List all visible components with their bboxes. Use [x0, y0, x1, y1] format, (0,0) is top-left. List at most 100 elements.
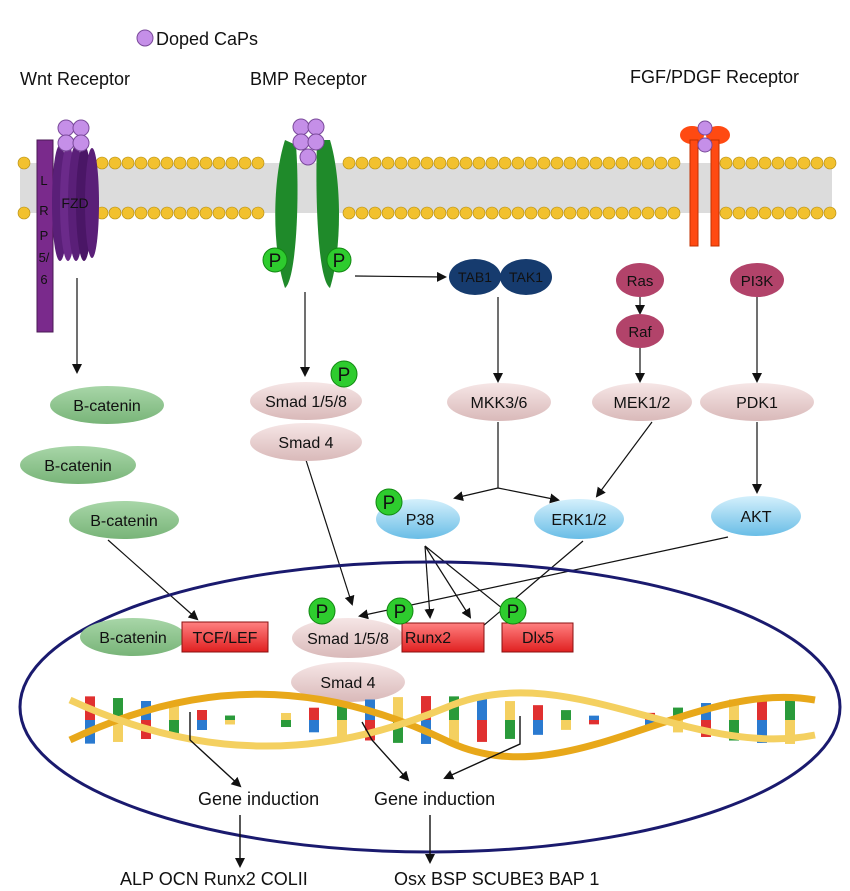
lipid-head: [719, 206, 733, 220]
lipid-head: [771, 156, 785, 170]
lipid-head: [121, 156, 135, 170]
dna-base: [785, 720, 795, 744]
dna-base: [561, 720, 571, 730]
dna-base: [421, 696, 431, 720]
phospho-bmp-right: [326, 247, 352, 273]
gene-induction-right: Gene induction: [374, 789, 495, 809]
pi3k-label: PI3K: [741, 273, 774, 290]
lipid-head: [732, 206, 746, 220]
lrp-receptor: [36, 139, 54, 333]
dna-base: [505, 720, 515, 739]
lipid-head: [823, 206, 837, 220]
dna-base: [673, 707, 683, 720]
lipid-head: [485, 156, 499, 170]
wnt-receptor: L R P 5/ 6 FZD: [36, 119, 99, 333]
lipid-head: [550, 156, 564, 170]
phospho-bmp-left-label: P: [269, 251, 282, 272]
bcatenin-node-1: [50, 386, 164, 424]
bcatenin-label-2: B-catenin: [44, 458, 112, 475]
dna-base: [449, 720, 459, 744]
dna-base: [449, 696, 459, 720]
lipid-head: [602, 156, 616, 170]
lipid-head: [342, 156, 356, 170]
dna-base: [757, 697, 767, 720]
phospho-dlx5: [499, 597, 527, 625]
runx2-box: [401, 622, 485, 653]
lipid-head: [511, 206, 525, 220]
nucleus-smad158-label: Smad 1/5/8: [307, 631, 389, 648]
phospho-smad: [330, 360, 358, 388]
dna-base: [225, 720, 235, 725]
lipid-head: [810, 156, 824, 170]
lipid-head: [732, 156, 746, 170]
lipid-head: [446, 206, 460, 220]
lipid-head: [238, 156, 252, 170]
phospho-nuc-smad: [308, 597, 336, 625]
phospho-bmp-right-label: P: [333, 251, 346, 272]
raf-label: Raf: [628, 324, 652, 341]
p38-label: P38: [406, 512, 435, 529]
arrow-bcatenin-tcf: [107, 539, 199, 621]
lipid-head: [563, 206, 577, 220]
lipid-head: [446, 156, 460, 170]
lipid-head: [433, 206, 447, 220]
lipid-head: [394, 206, 408, 220]
nucleus-bcatenin-label: B-catenin: [99, 630, 167, 647]
dna-base: [309, 707, 319, 720]
lipid-head: [17, 206, 31, 220]
lipid-head: [186, 206, 200, 220]
lipid-head: [199, 206, 213, 220]
lrp-char-2: R: [39, 203, 48, 218]
lipid-head: [797, 156, 811, 170]
arrow-dna-gene-left: [189, 712, 242, 788]
mek12-node: [592, 383, 692, 421]
lipid-head: [498, 206, 512, 220]
lipid-head: [537, 206, 551, 220]
target-genes-left: ALP OCN Runx2 COLII: [120, 869, 308, 889]
lipid-head: [134, 156, 148, 170]
gene-induction-arrows: [189, 712, 521, 868]
nucleus-smad158-node: [292, 618, 404, 658]
lipid-head: [160, 156, 174, 170]
phospho-runx2: [386, 597, 414, 625]
phospho-nuc-smad-label: P: [316, 602, 329, 623]
dna-base: [729, 699, 739, 720]
arrow-p38-runx2-1: [424, 545, 435, 619]
dna-base: [533, 705, 543, 720]
lipid-head: [758, 156, 772, 170]
lipid-head: [524, 206, 538, 220]
phospho-bmp-left: [262, 247, 288, 273]
nucleus-smad4-label: Smad 4: [320, 675, 375, 692]
arrow-bmp-tab: [354, 271, 447, 282]
akt-label: AKT: [740, 509, 771, 526]
tcflef-label: TCF/LEF: [193, 630, 258, 647]
lipid-head: [602, 206, 616, 220]
akt-node: [711, 496, 801, 536]
lrp-char-3: P: [40, 228, 49, 243]
arrow-mek-erk: [595, 421, 653, 498]
bcatenin-label-1: B-catenin: [73, 398, 141, 415]
lipid-head: [420, 206, 434, 220]
dna-base: [505, 701, 515, 720]
lipid-head: [173, 206, 187, 220]
target-genes-right: Osx BSP SCUBE3 BAP 1: [394, 869, 599, 889]
lipid-head: [407, 206, 421, 220]
lipid-head: [173, 156, 187, 170]
lipid-head: [641, 206, 655, 220]
phospho-p38-label: P: [383, 493, 396, 514]
lipid-head: [472, 156, 486, 170]
lipid-head: [407, 156, 421, 170]
lipid-head: [381, 206, 395, 220]
lipid-head: [589, 206, 603, 220]
lipid-head: [524, 156, 538, 170]
lipid-head: [771, 206, 785, 220]
lipid-head: [459, 206, 473, 220]
lrp-char-1: L: [40, 173, 47, 188]
lipid-head: [758, 206, 772, 220]
dna-base: [393, 720, 403, 743]
lipid-head: [667, 206, 681, 220]
lipid-head: [550, 206, 564, 220]
dlx5-label: Dlx5: [522, 630, 554, 647]
lipid-head: [641, 156, 655, 170]
erk12-node: [534, 499, 624, 539]
